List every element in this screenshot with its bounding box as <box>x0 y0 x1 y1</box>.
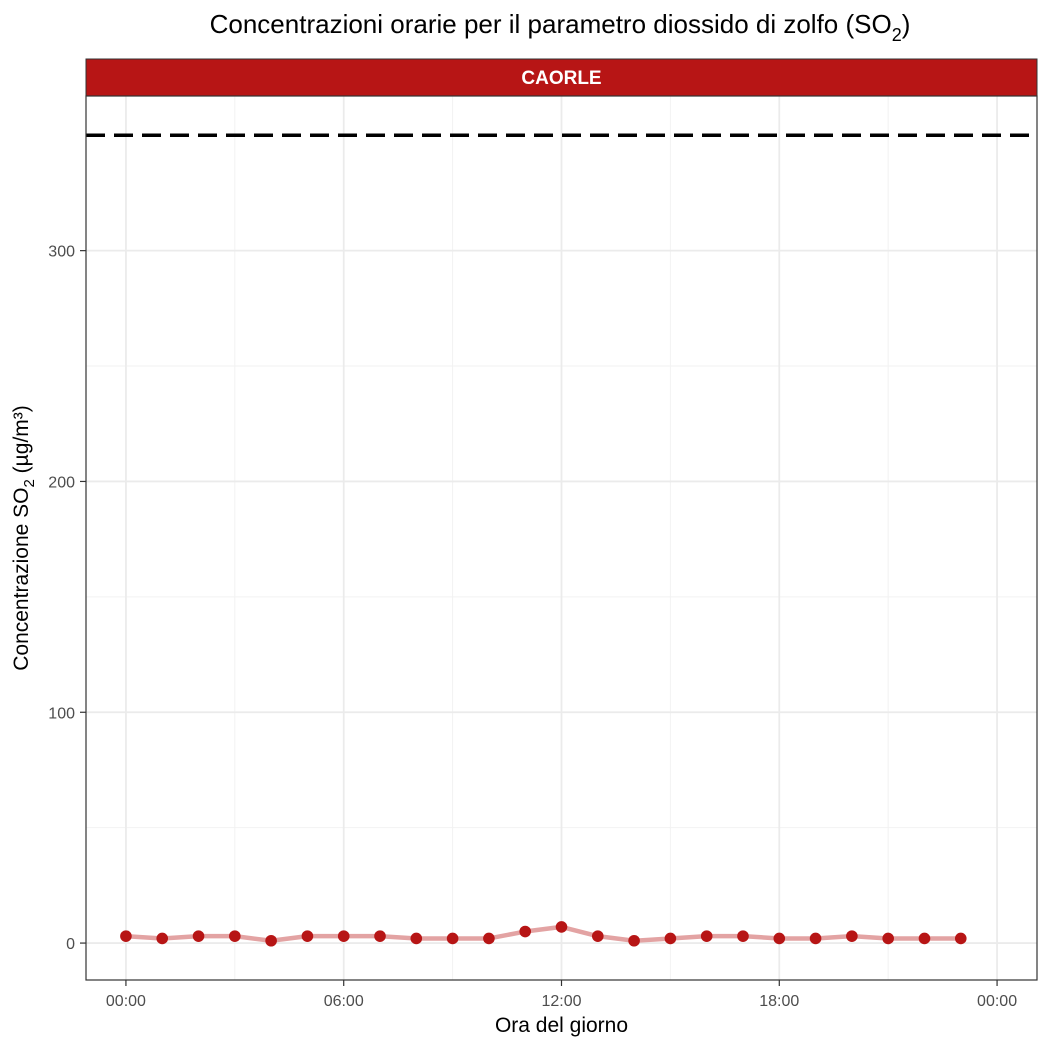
data-point <box>773 932 786 945</box>
x-tick-label: 12:00 <box>541 993 581 1010</box>
facet-strip-label: CAORLE <box>521 68 601 89</box>
y-axis-title: Concentrazione SO2 (µg/m³) <box>10 405 38 671</box>
series-line-layer <box>123 924 964 944</box>
x-tick-label: 18:00 <box>759 993 799 1010</box>
y-axis-ticks: 0 100 200 300 <box>48 244 86 953</box>
major-gridlines <box>86 96 1037 980</box>
x-tick-label: 00:00 <box>977 993 1017 1010</box>
data-point <box>809 932 822 945</box>
data-point <box>918 932 931 945</box>
y-tick-label: 300 <box>48 244 75 261</box>
data-point <box>410 932 423 945</box>
data-point <box>337 930 350 942</box>
y-tick-label: 0 <box>66 936 75 953</box>
x-tick-label: 06:00 <box>324 993 364 1010</box>
x-axis-title: Ora del giorno <box>495 1014 628 1037</box>
data-point <box>446 932 459 945</box>
x-tick-label: 00:00 <box>106 993 146 1010</box>
facet-strip <box>85 58 1038 97</box>
data-point <box>555 921 568 933</box>
data-point <box>374 930 386 942</box>
y-tick-label: 200 <box>48 474 75 491</box>
chart-title: Concentrazioni orarie per il parametro d… <box>210 9 911 45</box>
data-point <box>265 934 277 947</box>
data-point <box>156 932 169 945</box>
data-point <box>519 925 532 938</box>
data-point <box>700 930 713 942</box>
data-point <box>120 930 132 942</box>
data-point <box>882 932 894 945</box>
data-point <box>954 932 967 945</box>
y-tick-label: 100 <box>48 705 75 722</box>
data-point <box>229 930 241 942</box>
series-line <box>123 924 964 944</box>
data-point <box>664 932 677 945</box>
data-point <box>591 930 604 942</box>
data-point <box>192 930 205 942</box>
data-point <box>301 930 314 942</box>
data-point <box>483 932 495 945</box>
data-point <box>737 930 749 942</box>
data-points <box>120 921 967 947</box>
x-axis-ticks: 00:00 06:00 12:00 18:00 00:00 <box>106 980 1017 1010</box>
data-point <box>628 934 640 947</box>
data-point <box>846 930 858 942</box>
